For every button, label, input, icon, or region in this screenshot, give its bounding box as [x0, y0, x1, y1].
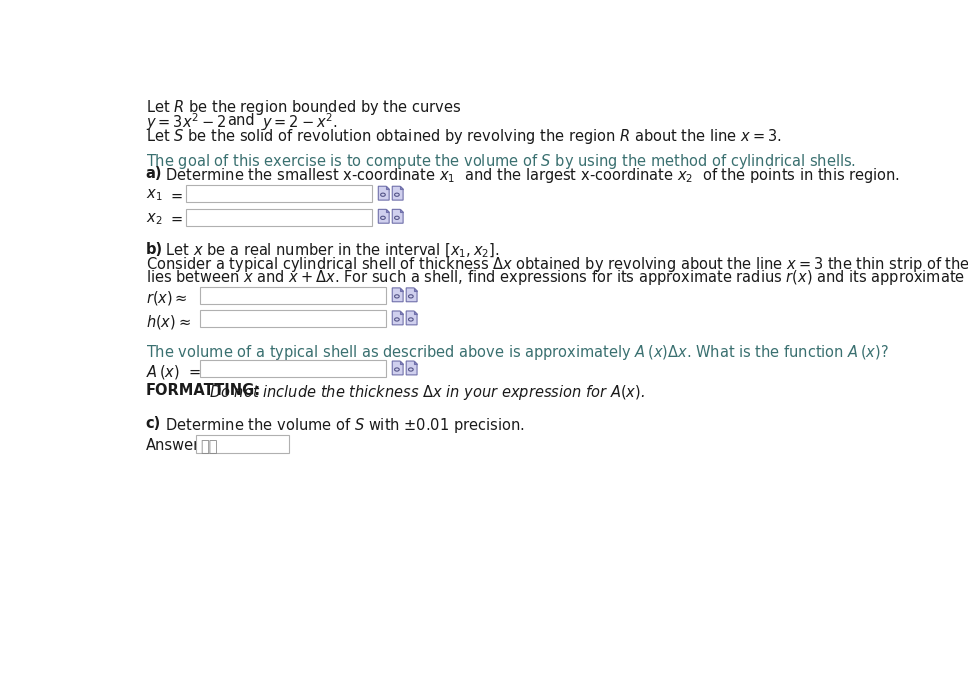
Text: Let $x$ be a real number in the interval $[x_1, x_2]$.: Let $x$ be a real number in the interval…: [162, 242, 500, 260]
Text: The volume of a typical shell as described above is approximately $A\,(x)\Delta : The volume of a typical shell as describ…: [146, 343, 889, 362]
Text: Let $S$ be the solid of revolution obtained by revolving the region $R$ about th: Let $S$ be the solid of revolution obtai…: [146, 127, 781, 146]
Polygon shape: [200, 310, 386, 327]
Text: Consider a typical cylindrical shell of thickness $\Delta x$ obtained by revolvi: Consider a typical cylindrical shell of …: [146, 255, 968, 274]
Text: Determine the smallest x-coordinate $x_1$  and the largest x-coordinate $x_2$  o: Determine the smallest x-coordinate $x_1…: [162, 166, 900, 185]
Text: 数字: 数字: [200, 439, 218, 454]
Polygon shape: [197, 435, 289, 454]
Polygon shape: [400, 311, 403, 314]
Text: and: and: [227, 113, 255, 128]
Polygon shape: [407, 361, 417, 375]
Text: $y = 2 - x^2$.: $y = 2 - x^2$.: [262, 112, 338, 133]
Text: The goal of this exercise is to compute the volume of $S$ by using the method of: The goal of this exercise is to compute …: [146, 152, 856, 172]
Text: lies between $x$ and $x + \Delta x$. For such a shell, find expressions for its : lies between $x$ and $x + \Delta x$. For…: [146, 268, 968, 287]
Text: Determine the volume of $S$ with $\pm 0.01$ precision.: Determine the volume of $S$ with $\pm 0.…: [162, 416, 525, 435]
Polygon shape: [386, 186, 389, 189]
Polygon shape: [392, 311, 403, 325]
Text: FORMATTING:: FORMATTING:: [146, 384, 261, 398]
Polygon shape: [392, 288, 403, 302]
Text: $x_1$: $x_1$: [146, 188, 163, 203]
Text: $r(x) \approx$: $r(x) \approx$: [146, 289, 188, 308]
Polygon shape: [400, 209, 403, 213]
Polygon shape: [400, 186, 403, 189]
Polygon shape: [386, 209, 389, 213]
Text: b): b): [146, 242, 163, 256]
Text: Let $R$ be the region bounded by the curves: Let $R$ be the region bounded by the cur…: [146, 98, 461, 116]
Text: Do not include the thickness $\Delta x$ in your expression for $A(x)$.: Do not include the thickness $\Delta x$ …: [209, 384, 646, 402]
Polygon shape: [186, 209, 372, 225]
Polygon shape: [414, 361, 417, 364]
Polygon shape: [392, 186, 403, 200]
Text: $y = 3x^2 - 2$: $y = 3x^2 - 2$: [146, 112, 227, 133]
Polygon shape: [200, 287, 386, 304]
Text: $A\,(x)$  =: $A\,(x)$ =: [146, 363, 201, 380]
Text: $x_2$: $x_2$: [146, 211, 163, 227]
Polygon shape: [392, 361, 403, 375]
Text: =: =: [170, 188, 183, 203]
Polygon shape: [407, 288, 417, 302]
Text: Answer:: Answer:: [146, 438, 205, 453]
Text: a): a): [146, 166, 163, 181]
Polygon shape: [400, 361, 403, 364]
Text: $h(x) \approx$: $h(x) \approx$: [146, 312, 191, 330]
Polygon shape: [392, 209, 403, 223]
Polygon shape: [378, 209, 389, 223]
Text: c): c): [146, 416, 161, 431]
Polygon shape: [400, 288, 403, 291]
Polygon shape: [414, 311, 417, 314]
Polygon shape: [378, 186, 389, 200]
Polygon shape: [186, 186, 372, 203]
Text: =: =: [170, 212, 183, 227]
Polygon shape: [407, 311, 417, 325]
Polygon shape: [414, 288, 417, 291]
Polygon shape: [200, 360, 386, 377]
